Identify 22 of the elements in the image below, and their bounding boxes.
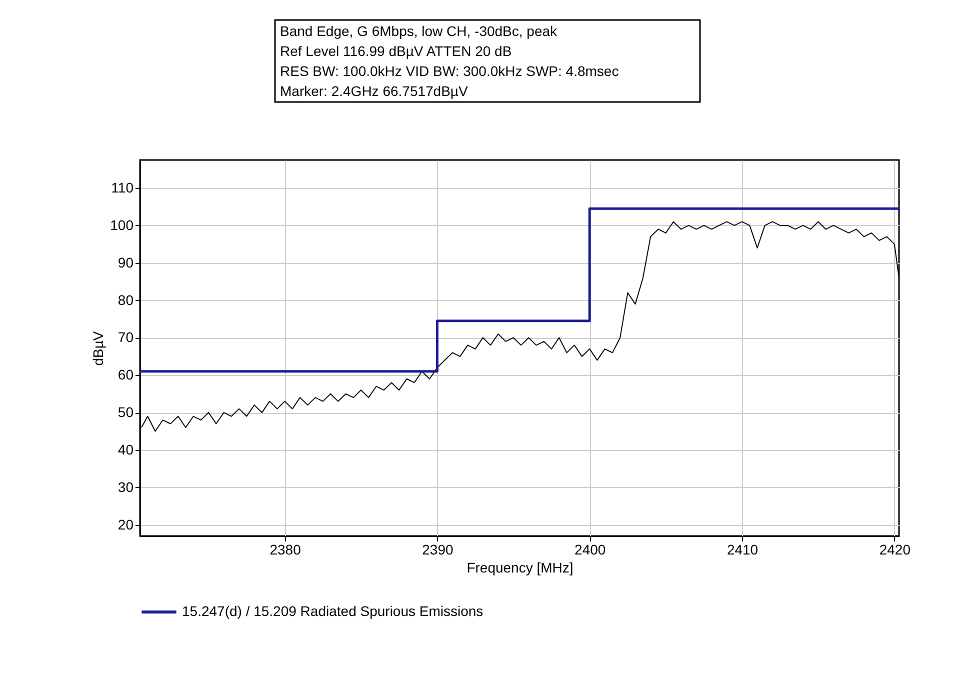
y-tick-label: 80 xyxy=(118,292,134,308)
text: Ref Level 116.99 dBµV ATTEN 20 dB xyxy=(280,43,512,59)
y-tick-label: 70 xyxy=(118,329,134,346)
y-tick-label: 40 xyxy=(118,441,134,458)
x-tick-label: 2410 xyxy=(726,542,758,558)
legend-label: 15.247(d) / 15.209 Radiated Spurious Emissions xyxy=(182,603,484,619)
y-tick-label: 20 xyxy=(118,516,134,532)
y-tick-label: 100 xyxy=(110,216,134,233)
y-tick-label: 90 xyxy=(118,254,134,270)
text: Band Edge, G 6Mbps, low CH, -30dBc, peak xyxy=(280,23,558,39)
y-tick-label: 110 xyxy=(111,180,134,196)
x-tick-label: 2420 xyxy=(879,542,911,558)
x-tick-label: 2390 xyxy=(422,542,454,558)
y-tick-label: 30 xyxy=(118,478,134,495)
x-tick-label: 2400 xyxy=(574,542,606,558)
x-tick-label: 2380 xyxy=(270,542,302,558)
y-axis-title: dBµV xyxy=(90,330,106,366)
y-tick-label: 50 xyxy=(118,404,134,420)
y-tick-label: 60 xyxy=(118,366,134,383)
text: Marker: 2.4GHz 66.7517dBµV xyxy=(280,83,468,99)
x-axis-title: Frequency [MHz] xyxy=(466,560,574,576)
text: RES BW: 100.0kHz VID BW: 300.0kHz SWP: 4.8msec xyxy=(280,63,619,79)
